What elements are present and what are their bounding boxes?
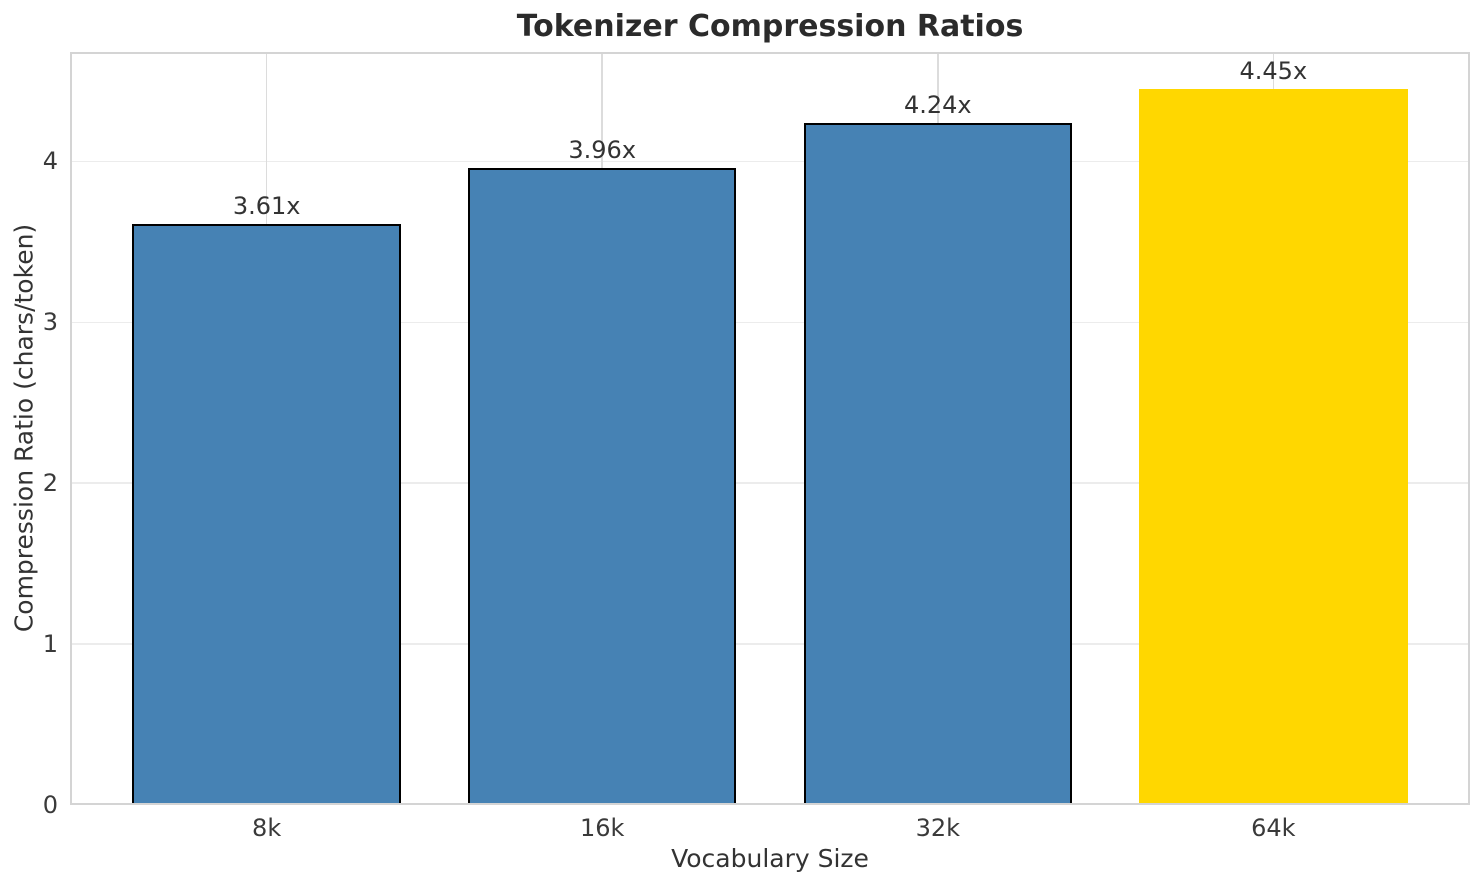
- x-tick-label: 16k: [579, 814, 625, 842]
- gridline-horizontal: [70, 643, 1470, 645]
- y-tick-label: 0: [42, 791, 58, 819]
- y-axis-label: Compression Ratio (chars/token): [9, 223, 39, 633]
- y-tick-label: 2: [42, 469, 58, 498]
- y-tick-label: 4: [42, 147, 58, 176]
- plot-area: 3.61x 3.96x 4.24x 4.45x: [70, 52, 1470, 805]
- bar-value-label: 4.24x: [903, 90, 972, 119]
- bar-32k: [803, 122, 1072, 805]
- y-tick-label: 3: [42, 308, 58, 337]
- chart-title: Tokenizer Compression Ratios: [516, 9, 1024, 44]
- x-tick-label: 32k: [915, 814, 960, 842]
- x-axis-label: Vocabulary Size: [671, 844, 869, 873]
- gridline-horizontal: [70, 160, 1470, 163]
- y-tick-label: 1: [42, 630, 58, 659]
- gridline-horizontal: [70, 321, 1470, 324]
- bar-value-label: 3.61x: [232, 192, 301, 221]
- bar-64k: [1139, 89, 1408, 805]
- bar-value-label: 4.45x: [1239, 57, 1308, 85]
- bar-16k: [467, 167, 737, 805]
- bar-8k: [132, 224, 401, 805]
- x-tick-label: 64k: [1251, 814, 1296, 842]
- x-tick-label: 8k: [252, 814, 282, 842]
- gridline-horizontal: [70, 482, 1470, 484]
- bar-value-label: 3.96x: [568, 135, 637, 164]
